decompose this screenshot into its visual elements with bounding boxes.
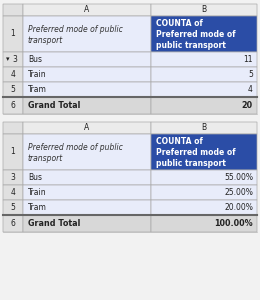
Bar: [23, 82, 151, 97]
Bar: [3, 82, 23, 97]
Text: Tram: Tram: [28, 203, 47, 212]
Text: Grand Total: Grand Total: [28, 101, 80, 110]
Bar: [151, 67, 257, 82]
Text: B: B: [202, 124, 206, 133]
Text: A: A: [84, 124, 90, 133]
Text: B: B: [202, 5, 206, 14]
Bar: [3, 185, 23, 200]
Text: 1: 1: [11, 148, 15, 157]
Bar: [151, 170, 257, 185]
Bar: [3, 170, 23, 185]
Bar: [3, 215, 23, 232]
Text: 55.00%: 55.00%: [224, 173, 253, 182]
Bar: [23, 170, 151, 185]
Text: 3: 3: [11, 173, 15, 182]
Text: Tram: Tram: [28, 85, 47, 94]
Bar: [3, 52, 23, 67]
Bar: [23, 97, 151, 114]
Bar: [3, 4, 23, 16]
Bar: [23, 16, 151, 52]
Text: 20: 20: [242, 101, 253, 110]
Text: Train: Train: [28, 70, 47, 79]
Bar: [151, 200, 257, 215]
Bar: [3, 16, 23, 52]
Bar: [23, 122, 151, 134]
Bar: [23, 200, 151, 215]
Text: Bus: Bus: [28, 55, 42, 64]
Text: COUNTA of
Preferred mode of
public transport: COUNTA of Preferred mode of public trans…: [156, 19, 236, 50]
Text: 6: 6: [11, 219, 15, 228]
Bar: [151, 16, 257, 52]
Text: 20.00%: 20.00%: [224, 203, 253, 212]
Bar: [3, 122, 23, 134]
Text: Preferred mode of public
transport: Preferred mode of public transport: [28, 143, 123, 163]
Text: 4: 4: [248, 85, 253, 94]
Text: ▾: ▾: [6, 56, 10, 62]
Bar: [23, 67, 151, 82]
Text: 25.00%: 25.00%: [224, 188, 253, 197]
Text: 5: 5: [11, 85, 15, 94]
Text: COUNTA of
Preferred mode of
public transport: COUNTA of Preferred mode of public trans…: [156, 137, 236, 168]
Text: Bus: Bus: [28, 173, 42, 182]
Text: Grand Total: Grand Total: [28, 219, 80, 228]
Bar: [23, 215, 151, 232]
Text: 6: 6: [11, 101, 15, 110]
Text: 3: 3: [12, 55, 17, 64]
Text: 5: 5: [248, 70, 253, 79]
Bar: [23, 4, 151, 16]
Bar: [23, 52, 151, 67]
Bar: [151, 97, 257, 114]
Bar: [151, 4, 257, 16]
Bar: [151, 215, 257, 232]
Bar: [151, 122, 257, 134]
Bar: [3, 200, 23, 215]
Text: 4: 4: [11, 70, 15, 79]
Bar: [151, 185, 257, 200]
Text: 11: 11: [244, 55, 253, 64]
Bar: [151, 134, 257, 170]
Text: A: A: [84, 5, 90, 14]
Bar: [3, 134, 23, 170]
Text: Train: Train: [28, 188, 47, 197]
Text: 100.00%: 100.00%: [214, 219, 253, 228]
Bar: [151, 52, 257, 67]
Bar: [151, 82, 257, 97]
Text: 5: 5: [11, 203, 15, 212]
Text: Preferred mode of public
transport: Preferred mode of public transport: [28, 25, 123, 45]
Bar: [3, 97, 23, 114]
Bar: [3, 67, 23, 82]
Bar: [23, 185, 151, 200]
Text: 4: 4: [11, 188, 15, 197]
Text: 1: 1: [11, 29, 15, 38]
Bar: [23, 134, 151, 170]
